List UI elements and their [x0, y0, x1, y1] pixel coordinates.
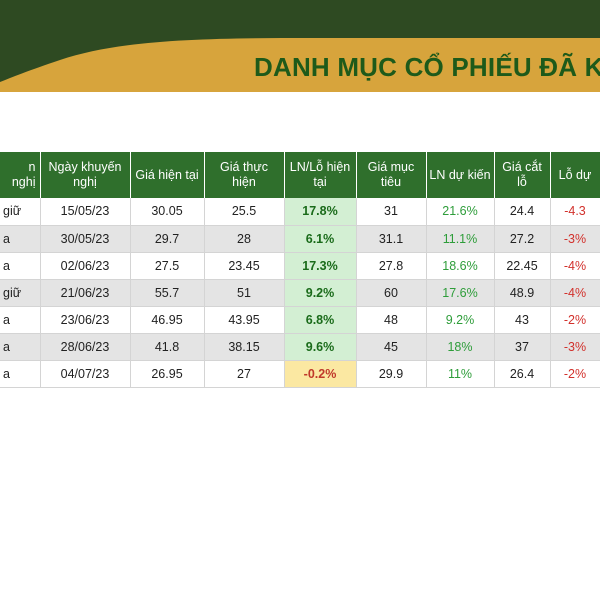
cell-current-pl: -0.2% [284, 360, 357, 388]
cell-current-pl: 6.1% [284, 225, 357, 253]
cell-stop-loss: 26.4 [494, 360, 551, 388]
col-header-execution-price[interactable]: Giá thực hiện [204, 152, 285, 198]
table-row: a 02/06/23 27.5 23.45 17.3% 27.8 18.6% 2… [0, 252, 600, 280]
cell-current-price: 27.5 [130, 252, 205, 280]
cell-execution-price: 25.5 [204, 198, 285, 226]
cell-target-price: 31.1 [356, 225, 427, 253]
table-row: giữ 15/05/23 30.05 25.5 17.8% 31 21.6% 2… [0, 198, 600, 226]
cell-target-price: 45 [356, 333, 427, 361]
table-header-row: n nghị Ngày khuyến nghị Giá hiện tại Giá… [0, 152, 600, 198]
cell-target-price: 27.8 [356, 252, 427, 280]
cell-date: 04/07/23 [40, 360, 131, 388]
cell-expected-loss: -4.3 [550, 198, 600, 226]
cell-recommendation: a [0, 225, 41, 253]
cell-stop-loss: 22.45 [494, 252, 551, 280]
cell-recommendation: a [0, 306, 41, 334]
cell-execution-price: 38.15 [204, 333, 285, 361]
cell-execution-price: 51 [204, 279, 285, 307]
cell-expected-loss: -2% [550, 360, 600, 388]
cell-current-price: 30.05 [130, 198, 205, 226]
cell-current-price: 46.95 [130, 306, 205, 334]
cell-recommendation: a [0, 252, 41, 280]
cell-expected-profit: 11% [426, 360, 495, 388]
cell-current-price: 29.7 [130, 225, 205, 253]
cell-expected-loss: -4% [550, 252, 600, 280]
header-banner [0, 0, 600, 96]
cell-expected-profit: 18% [426, 333, 495, 361]
cell-current-pl: 9.2% [284, 279, 357, 307]
cell-expected-profit: 21.6% [426, 198, 495, 226]
cell-stop-loss: 43 [494, 306, 551, 334]
cell-recommendation: giữ [0, 279, 41, 307]
cell-recommendation: a [0, 360, 41, 388]
col-header-expected-loss[interactable]: Lỗ dự [550, 152, 600, 198]
cell-execution-price: 23.45 [204, 252, 285, 280]
cell-expected-loss: -3% [550, 333, 600, 361]
cell-current-price: 55.7 [130, 279, 205, 307]
cell-expected-profit: 11.1% [426, 225, 495, 253]
cell-target-price: 29.9 [356, 360, 427, 388]
cell-current-price: 26.95 [130, 360, 205, 388]
table-row: a 04/07/23 26.95 27 -0.2% 29.9 11% 26.4 … [0, 360, 600, 388]
cell-target-price: 31 [356, 198, 427, 226]
cell-current-pl: 17.8% [284, 198, 357, 226]
cell-current-pl: 17.3% [284, 252, 357, 280]
cell-current-pl: 6.8% [284, 306, 357, 334]
table-row: a 23/06/23 46.95 43.95 6.8% 48 9.2% 43 -… [0, 306, 600, 334]
recommendation-table: n nghị Ngày khuyến nghị Giá hiện tại Giá… [0, 152, 600, 388]
cell-recommendation: a [0, 333, 41, 361]
col-header-target-price[interactable]: Giá mục tiêu [356, 152, 427, 198]
cell-expected-loss: -4% [550, 279, 600, 307]
col-header-current-pl[interactable]: LN/Lỗ hiện tại [284, 152, 357, 198]
cell-date: 30/05/23 [40, 225, 131, 253]
cell-date: 28/06/23 [40, 333, 131, 361]
table-row: giữ 21/06/23 55.7 51 9.2% 60 17.6% 48.9 … [0, 279, 600, 307]
cell-target-price: 60 [356, 279, 427, 307]
cell-expected-profit: 17.6% [426, 279, 495, 307]
col-header-recommendation-date[interactable]: Ngày khuyến nghị [40, 152, 131, 198]
cell-date: 21/06/23 [40, 279, 131, 307]
cell-execution-price: 28 [204, 225, 285, 253]
col-header-expected-profit[interactable]: LN dự kiến [426, 152, 495, 198]
cell-expected-profit: 18.6% [426, 252, 495, 280]
cell-stop-loss: 48.9 [494, 279, 551, 307]
cell-stop-loss: 27.2 [494, 225, 551, 253]
col-header-recommendation[interactable]: n nghị [0, 152, 41, 198]
col-header-stop-loss[interactable]: Giá cắt lỗ [494, 152, 551, 198]
table-row: a 28/06/23 41.8 38.15 9.6% 45 18% 37 -3% [0, 333, 600, 361]
cell-execution-price: 27 [204, 360, 285, 388]
cell-stop-loss: 24.4 [494, 198, 551, 226]
cell-expected-profit: 9.2% [426, 306, 495, 334]
cell-recommendation: giữ [0, 198, 41, 226]
cell-date: 23/06/23 [40, 306, 131, 334]
col-header-current-price[interactable]: Giá hiện tại [130, 152, 205, 198]
cell-date: 02/06/23 [40, 252, 131, 280]
cell-expected-loss: -2% [550, 306, 600, 334]
cell-date: 15/05/23 [40, 198, 131, 226]
cell-target-price: 48 [356, 306, 427, 334]
table-row: a 30/05/23 29.7 28 6.1% 31.1 11.1% 27.2 … [0, 225, 600, 253]
cell-stop-loss: 37 [494, 333, 551, 361]
cell-current-price: 41.8 [130, 333, 205, 361]
cell-execution-price: 43.95 [204, 306, 285, 334]
cell-current-pl: 9.6% [284, 333, 357, 361]
cell-expected-loss: -3% [550, 225, 600, 253]
page-title: DANH MỤC CỔ PHIẾU ĐÃ K [254, 52, 600, 82]
